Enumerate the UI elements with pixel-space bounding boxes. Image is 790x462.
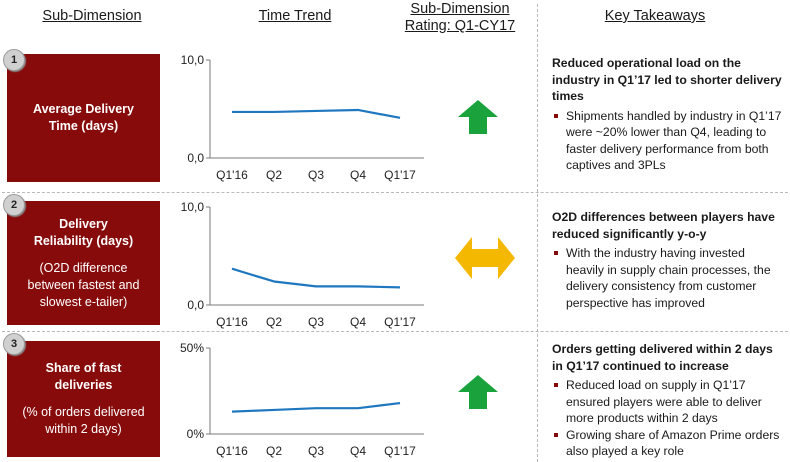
row-divider-2 <box>2 331 788 332</box>
takeaway-bullet: Shipments handled by industry in Q1’17 w… <box>554 108 784 174</box>
x-tick-label: Q3 <box>308 444 324 458</box>
takeaway-1: Reduced operational load on the industry… <box>552 55 784 174</box>
y-tick-label-max: 10,0 <box>181 53 205 67</box>
header-sub-dimension: Sub-Dimension <box>42 8 142 24</box>
row-number-badge-2: 2 <box>3 194 25 216</box>
dimension-box-1: Average Delivery Time (days) <box>7 54 160 182</box>
takeaway-2: O2D differences between players have red… <box>552 209 784 311</box>
dimension-title-1: Average Delivery Time (days) <box>33 102 134 133</box>
x-tick-label: Q1'16 <box>216 315 248 329</box>
x-tick-label: Q4 <box>350 168 366 182</box>
time-trend-chart-2: 10,0 0,0 Q1'16 Q2 Q3 Q4 Q1'17 <box>181 200 424 329</box>
takeaway-bullet: Reduced load on supply in Q1’17 ensured … <box>554 377 784 427</box>
dimension-box-2: Delivery Reliability (days) (O2D differe… <box>7 201 160 325</box>
header-rating-line2: Rating: Q1-CY17 <box>404 18 516 34</box>
takeaway-3: Orders getting delivered within 2 days i… <box>552 341 784 460</box>
series-line <box>232 108 401 119</box>
rating-up-arrow-icon-1 <box>458 100 498 134</box>
x-tick-label: Q1'16 <box>216 444 248 458</box>
header-time-trend: Time Trend <box>258 8 332 24</box>
header-rating-line1: Sub-Dimension <box>410 1 510 17</box>
x-tick-label: Q1'17 <box>384 168 416 182</box>
y-tick-label-min: 0,0 <box>187 151 204 165</box>
takeaway-title-2: O2D differences between players have red… <box>552 210 775 241</box>
takeaway-bullet: Growing share of Amazon Prime orders als… <box>554 427 784 460</box>
dimension-subtitle-3: (% of orders delivered within 2 days) <box>22 405 145 436</box>
arrow-shape <box>458 375 498 409</box>
x-tick-label: Q3 <box>308 315 324 329</box>
x-tick-label: Q4 <box>350 444 366 458</box>
takeaway-bullet: With the industry having invested heavil… <box>554 245 784 311</box>
series-line <box>231 267 401 289</box>
rating-neutral-arrow-icon-2 <box>455 237 515 279</box>
dimension-subtitle-2: (O2D difference between fastest and slow… <box>27 260 140 309</box>
x-tick-label: Q2 <box>266 168 282 182</box>
time-trend-chart-3: 50% 0% Q1'16 Q2 Q3 Q4 Q1'17 <box>180 341 424 458</box>
column-divider <box>537 4 538 462</box>
y-tick-label-min: 0,0 <box>187 298 204 312</box>
row-number-badge-1: 1 <box>3 49 25 71</box>
row-number-badge-3: 3 <box>3 333 25 355</box>
header-key-takeaways: Key Takeaways <box>604 8 706 24</box>
time-trend-chart-1: 10,0 0,0 Q1'16 Q2 Q3 Q4 Q1'17 <box>181 53 424 182</box>
rating-up-arrow-icon-3 <box>458 375 498 409</box>
x-tick-label: Q4 <box>350 315 366 329</box>
takeaway-title-1: Reduced operational load on the industry… <box>552 56 782 103</box>
y-tick-label-max: 50% <box>180 341 204 355</box>
header-rating: Sub-Dimension Rating: Q1-CY17 <box>395 1 525 35</box>
y-tick-label-min: 0% <box>187 427 205 441</box>
dimension-title-3: Share of fast deliveries <box>45 361 122 392</box>
dimension-title-2: Delivery Reliability (days) <box>33 216 134 248</box>
series-line <box>231 401 401 413</box>
x-tick-label: Q1'16 <box>216 168 248 182</box>
takeaway-bullets-1: Shipments handled by industry in Q1’17 w… <box>552 108 784 174</box>
takeaway-title-3: Orders getting delivered within 2 days i… <box>552 342 773 373</box>
x-tick-label: Q2 <box>266 444 282 458</box>
x-tick-label: Q2 <box>266 315 282 329</box>
arrow-shape <box>458 100 498 134</box>
x-tick-label: Q1'17 <box>384 315 416 329</box>
takeaway-bullets-3: Reduced load on supply in Q1’17 ensured … <box>552 377 784 460</box>
dimension-box-3: Share of fast deliveries (% of orders de… <box>7 341 160 457</box>
x-tick-label: Q1'17 <box>384 444 416 458</box>
takeaway-bullets-2: With the industry having invested heavil… <box>552 245 784 311</box>
arrow-shape <box>455 237 515 279</box>
y-tick-label-max: 10,0 <box>181 200 205 214</box>
x-tick-label: Q3 <box>308 168 324 182</box>
row-divider-1 <box>2 192 788 193</box>
